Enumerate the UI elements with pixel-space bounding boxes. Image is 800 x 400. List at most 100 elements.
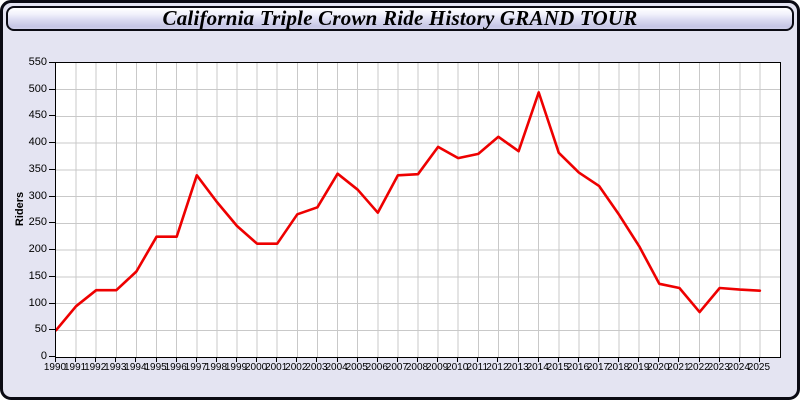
x-tick-label: 2020: [647, 362, 670, 373]
x-tick-label: 1996: [164, 362, 187, 373]
x-tick-label: 2021: [667, 362, 690, 373]
y-axis-tick: [49, 115, 55, 117]
y-axis-tick: [49, 142, 55, 144]
y-tick-label: 200: [28, 243, 47, 256]
y-axis-tick: [49, 195, 55, 197]
x-axis-tick: [256, 357, 258, 362]
x-axis-tick: [396, 357, 398, 362]
x-tick-label: 2024: [727, 362, 750, 373]
x-tick-label: 2019: [627, 362, 650, 373]
x-axis-tick: [55, 357, 56, 362]
y-tick-label: 550: [28, 56, 47, 68]
x-axis-tick: [356, 357, 358, 362]
x-tick-label: 2007: [385, 362, 409, 373]
x-tick-label: 2013: [506, 362, 529, 373]
x-axis-tick: [638, 357, 640, 362]
title-bar: California Triple Crown Ride History GRA…: [6, 6, 794, 31]
y-tick-label: 150: [28, 269, 47, 282]
x-tick-label: 2014: [526, 362, 549, 373]
x-axis-tick: [195, 357, 197, 362]
x-tick-label: 2010: [446, 362, 469, 373]
y-tick-label: 250: [28, 216, 47, 229]
x-axis-tick: [477, 357, 479, 362]
x-axis-tick: [316, 357, 318, 362]
x-axis-tick: [276, 357, 278, 362]
x-tick-label: 2009: [425, 362, 449, 373]
x-axis-tick: [417, 357, 418, 362]
series-riders-line: [56, 91, 762, 332]
x-tick-label: 2015: [546, 362, 569, 373]
x-axis-tick: [658, 357, 660, 362]
y-axis-tick: [49, 329, 55, 331]
x-tick-label: 2006: [365, 362, 388, 373]
x-axis-tick: [618, 357, 620, 362]
x-tick-label: 2002: [285, 362, 308, 373]
y-tick-label: 300: [28, 189, 47, 202]
x-axis-tick: [678, 357, 680, 362]
y-axis-tick: [49, 222, 55, 224]
x-tick-label: 2003: [305, 362, 328, 373]
x-tick-label: 2005: [345, 362, 368, 373]
x-tick-label: 2022: [687, 362, 710, 373]
y-axis-tick: [49, 62, 55, 63]
y-axis-tick: [49, 275, 55, 277]
x-tick-label: 2018: [606, 362, 630, 373]
x-tick-label: 2012: [486, 362, 509, 373]
x-axis-tick: [758, 357, 760, 362]
y-tick-label: 50: [34, 323, 47, 336]
x-axis-tick: [718, 357, 720, 362]
x-axis-tick: [95, 357, 97, 362]
y-tick-label: 500: [28, 82, 47, 95]
x-tick-label: 2017: [586, 362, 610, 373]
x-tick-label: 1999: [224, 362, 248, 373]
x-axis-tick: [598, 357, 599, 362]
x-axis-tick: [236, 357, 237, 362]
x-tick-label: 1994: [124, 362, 147, 373]
x-tick-label: 1991: [63, 362, 87, 373]
x-axis-tick: [175, 357, 177, 362]
x-axis-tick: [557, 357, 559, 362]
x-tick-label: 2025: [747, 362, 771, 373]
y-tick-label: 450: [28, 109, 47, 122]
x-tick-label: 2023: [707, 362, 730, 373]
x-axis-tick: [738, 357, 740, 362]
x-axis-tick: [155, 357, 157, 362]
x-axis-tick: [497, 357, 499, 362]
x-axis-tick: [215, 357, 217, 362]
y-tick-label: 400: [28, 136, 47, 149]
x-axis-tick: [437, 357, 439, 362]
x-axis-tick: [376, 357, 378, 362]
chart-title: California Triple Crown Ride History GRA…: [162, 6, 638, 30]
x-axis-tick: [115, 357, 117, 362]
x-tick-label: 1993: [104, 362, 127, 373]
y-tick-label: 100: [28, 296, 47, 309]
y-axis-tick: [49, 356, 55, 357]
x-axis-tick: [75, 357, 77, 362]
y-axis-tick: [49, 249, 55, 251]
y-axis-tick: [49, 88, 55, 90]
y-tick-label: 0: [40, 350, 47, 362]
x-tick-label: 2011: [466, 362, 489, 373]
y-tick-label: 350: [28, 162, 47, 175]
y-axis-tick: [49, 302, 55, 304]
line-chart-svg: [56, 63, 780, 357]
x-tick-label: 2008: [405, 362, 429, 373]
x-axis-tick: [336, 357, 338, 362]
x-axis-tick: [577, 357, 579, 362]
x-axis-tick: [457, 357, 459, 362]
x-axis-tick: [537, 357, 539, 362]
x-axis-tick: [135, 357, 137, 362]
x-axis-tick: [517, 357, 519, 362]
x-tick-label: 1998: [204, 362, 228, 373]
x-tick-label: 1997: [184, 362, 207, 373]
x-tick-label: 1992: [84, 362, 107, 373]
plot-area: [55, 62, 781, 358]
x-axis-tick: [698, 357, 700, 362]
y-axis-tick: [49, 168, 55, 170]
x-tick-label: 2000: [244, 362, 268, 373]
x-tick-label: 2004: [325, 362, 348, 373]
x-tick-label: 2001: [265, 362, 288, 373]
x-tick-label: 2016: [566, 362, 590, 373]
